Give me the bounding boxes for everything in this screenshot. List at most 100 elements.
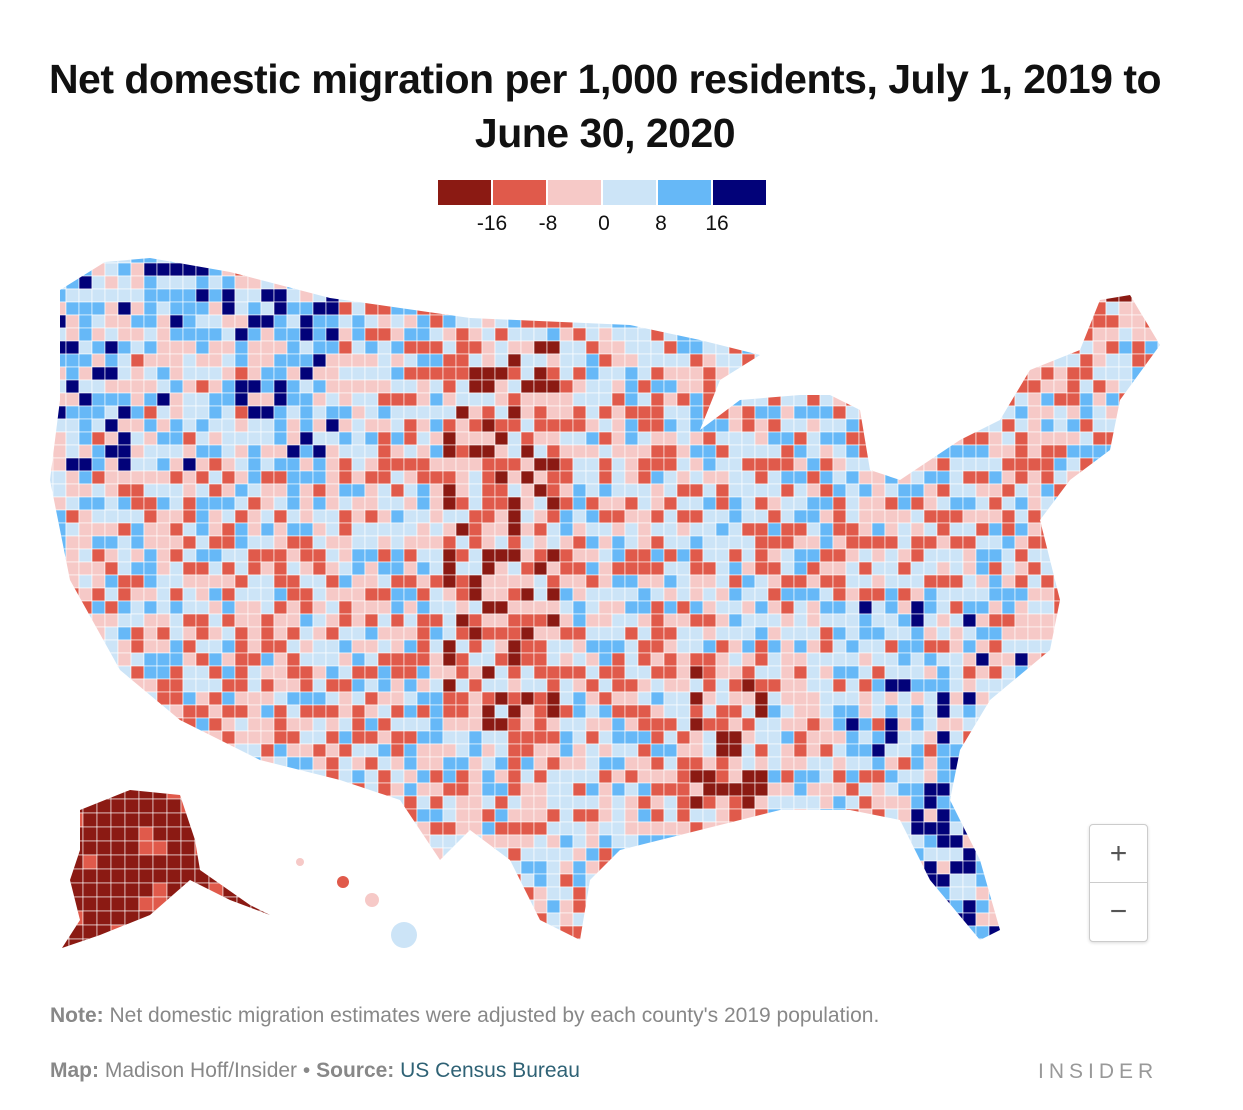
- county: [884, 262, 899, 277]
- county: [1131, 301, 1146, 316]
- county: [1027, 262, 1042, 277]
- zoom-out-button[interactable]: −: [1090, 882, 1147, 940]
- county: [637, 392, 652, 407]
- county: [364, 258, 379, 264]
- county: [62, 840, 70, 856]
- county: [1066, 847, 1081, 862]
- county: [338, 912, 353, 927]
- county: [403, 522, 418, 537]
- county: [1157, 873, 1160, 888]
- county: [194, 868, 210, 884]
- zoom-in-button[interactable]: +: [1109, 836, 1128, 870]
- county: [1066, 340, 1081, 355]
- county: [143, 496, 158, 511]
- county: [138, 790, 154, 800]
- county: [286, 340, 301, 355]
- county: [52, 509, 67, 524]
- county: [234, 821, 249, 836]
- county: [1144, 444, 1159, 459]
- us-county-map[interactable]: [0, 240, 1243, 980]
- county: [858, 574, 873, 589]
- county: [299, 535, 314, 550]
- county: [871, 899, 886, 914]
- county: [364, 457, 379, 472]
- county: [520, 600, 535, 615]
- county: [884, 431, 899, 446]
- county: [546, 522, 561, 537]
- county: [364, 730, 379, 745]
- county: [416, 327, 431, 342]
- county: [884, 795, 899, 810]
- county: [442, 756, 457, 771]
- county: [286, 717, 301, 732]
- county: [975, 509, 990, 524]
- county: [416, 821, 431, 836]
- county: [1001, 327, 1016, 342]
- county: [91, 535, 106, 550]
- county: [728, 587, 743, 602]
- county: [338, 431, 353, 446]
- county: [663, 457, 678, 472]
- county: [520, 353, 535, 368]
- county: [62, 896, 70, 912]
- county: [741, 483, 756, 498]
- county: [715, 613, 730, 628]
- county: [754, 353, 769, 368]
- county: [1001, 301, 1016, 316]
- county: [156, 574, 171, 589]
- county: [884, 717, 899, 732]
- county: [442, 912, 457, 927]
- county: [832, 665, 847, 680]
- county: [923, 860, 938, 875]
- insider-logo: INSIDER: [1038, 1060, 1159, 1083]
- county: [1053, 379, 1068, 394]
- county: [260, 262, 275, 277]
- county: [390, 327, 405, 342]
- county: [182, 275, 197, 290]
- county: [1027, 444, 1042, 459]
- county: [104, 405, 119, 420]
- county: [702, 483, 717, 498]
- county: [1157, 366, 1160, 381]
- county: [195, 353, 210, 368]
- county: [871, 873, 886, 888]
- county: [1105, 561, 1120, 576]
- county: [390, 899, 405, 914]
- county: [468, 925, 483, 940]
- county: [299, 678, 314, 693]
- county: [806, 626, 821, 641]
- county: [598, 678, 613, 693]
- county: [598, 258, 613, 264]
- county: [715, 275, 730, 290]
- county: [1066, 665, 1081, 680]
- county: [546, 509, 561, 524]
- county: [871, 561, 886, 576]
- county: [325, 405, 340, 420]
- county: [507, 431, 522, 446]
- county: [767, 275, 782, 290]
- county: [676, 258, 691, 264]
- county: [858, 600, 873, 615]
- county: [585, 262, 600, 277]
- county: [533, 639, 548, 654]
- county: [975, 262, 990, 277]
- county: [1157, 717, 1160, 732]
- county: [858, 262, 873, 277]
- county: [806, 795, 821, 810]
- county: [1040, 652, 1055, 667]
- source-link[interactable]: US Census Bureau: [400, 1059, 580, 1082]
- county: [156, 925, 171, 940]
- county: [1014, 418, 1029, 433]
- county: [390, 288, 405, 303]
- county: [416, 405, 431, 420]
- county: [52, 834, 67, 849]
- county: [236, 910, 252, 926]
- county: [52, 652, 67, 667]
- county: [520, 639, 535, 654]
- county: [182, 522, 197, 537]
- county: [923, 743, 938, 758]
- county: [286, 912, 301, 927]
- county: [988, 717, 1003, 732]
- county: [364, 912, 379, 927]
- county: [429, 353, 444, 368]
